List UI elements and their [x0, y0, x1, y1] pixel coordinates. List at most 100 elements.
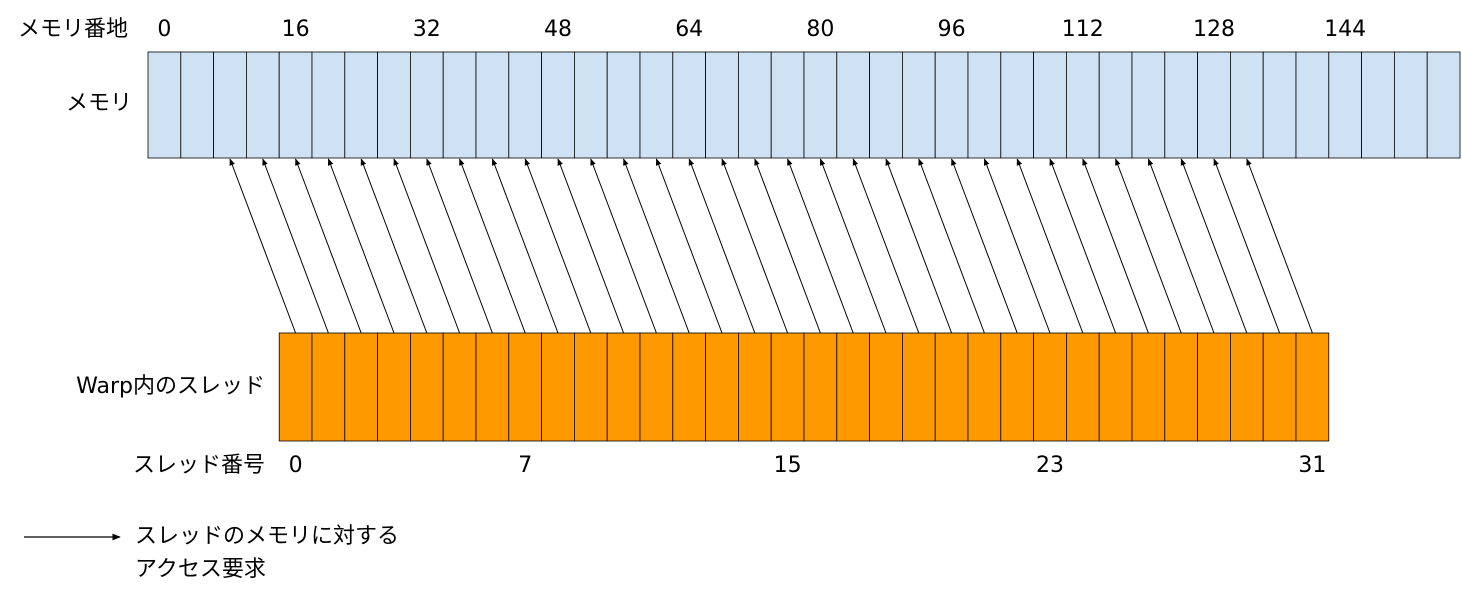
thread-cell: [409, 332, 444, 442]
access-arrow: [360, 158, 428, 334]
memory-address-header: メモリ番地: [18, 17, 128, 42]
memory-cell: [311, 51, 346, 159]
thread-cell: [1131, 332, 1166, 442]
access-arrow: [393, 158, 461, 334]
memory-cell: [475, 51, 510, 159]
access-arrow: [262, 158, 329, 334]
thread-cell: [836, 332, 870, 442]
access-arrow: [1213, 158, 1281, 334]
access-arrow: [983, 158, 1051, 334]
thread-cell: [1033, 332, 1067, 442]
thread-cell: [508, 332, 542, 442]
access-arrow: [1115, 158, 1182, 334]
memory-address: 144: [1324, 17, 1366, 42]
thread-cell: [1262, 332, 1297, 442]
memory-cell: [574, 51, 608, 159]
thread-cell: [738, 332, 772, 442]
memory-cell: [278, 51, 313, 159]
thread-cell: [1098, 332, 1133, 442]
thread-cell: [869, 332, 903, 442]
thread-cell: [1000, 332, 1034, 442]
memory-address: 0: [157, 17, 171, 42]
legend-line: スレッドのメモリに対する: [135, 524, 399, 549]
access-arrow: [229, 158, 297, 334]
memory-cell: [508, 51, 542, 159]
access-arrow: [1082, 158, 1149, 334]
memory-cell: [869, 51, 903, 159]
thread-number: 7: [518, 453, 532, 478]
memory-cell: [1164, 51, 1199, 159]
memory-address: 64: [675, 17, 703, 42]
access-arrow: [951, 158, 1018, 334]
memory-cell: [1361, 51, 1395, 159]
memory-cell: [803, 51, 838, 159]
access-arrow: [426, 158, 493, 334]
memory-cell: [1066, 51, 1100, 159]
memory-address: 96: [938, 17, 966, 42]
thread-number-header: スレッド番号: [133, 453, 265, 478]
thread-cell: [1066, 332, 1100, 442]
memory-cell: [639, 51, 674, 159]
memory-cell: [1262, 51, 1297, 159]
memory-cell: [1033, 51, 1067, 159]
thread-cell: [606, 332, 641, 442]
thread-number: 0: [289, 453, 303, 478]
memory-cell: [147, 51, 182, 159]
memory-address: 80: [806, 17, 834, 42]
thread-cell: [639, 332, 674, 442]
memory-cell: [770, 51, 805, 159]
legend-line: アクセス要求: [135, 557, 266, 582]
warp-label: Warp内のスレッド: [76, 374, 265, 399]
thread-cell: [967, 332, 1002, 442]
thread-cell: [442, 332, 477, 442]
access-arrow: [524, 158, 592, 334]
access-arrow: [1180, 158, 1248, 334]
access-arrow: [819, 158, 887, 334]
memory-cell: [1328, 51, 1363, 159]
arrows: [229, 158, 1313, 334]
access-arrow: [623, 158, 690, 334]
access-arrow: [590, 158, 657, 334]
memory-cell: [967, 51, 1002, 159]
memory-cell: [934, 51, 969, 159]
thread-cell: [672, 332, 706, 442]
thread-cell: [475, 332, 510, 442]
access-arrow: [295, 158, 362, 334]
thread-cell: [770, 332, 805, 442]
thread-cell: [1230, 332, 1264, 442]
memory-cell: [1000, 51, 1034, 159]
memory-cell: [836, 51, 870, 159]
thread-cell: [541, 332, 575, 442]
memory-cell: [245, 51, 280, 159]
memory-cell: [442, 51, 477, 159]
memory-cell: [672, 51, 706, 159]
thread-cell: [574, 332, 608, 442]
access-arrow: [1016, 158, 1084, 334]
thread-cell: [1164, 332, 1199, 442]
thread-cell: [705, 332, 739, 442]
access-arrow: [459, 158, 526, 334]
memory-address: 128: [1193, 17, 1235, 42]
thread-number: 15: [774, 453, 802, 478]
access-arrow: [852, 158, 920, 334]
thread-number: 23: [1036, 453, 1064, 478]
thread-cell: [1197, 332, 1231, 442]
memory-cell: [344, 51, 378, 159]
access-arrow: [1147, 158, 1215, 334]
thread-cell: [344, 332, 378, 442]
thread-cell: [803, 332, 838, 442]
thread-cell: [934, 332, 969, 442]
access-arrow: [491, 158, 559, 334]
access-arrow: [721, 158, 789, 334]
memory-address: 32: [413, 17, 441, 42]
memory-cell: [541, 51, 575, 159]
memory-cell: [1197, 51, 1231, 159]
memory-cell: [705, 51, 739, 159]
memory-cell: [1295, 51, 1330, 159]
thread-cell: [1295, 332, 1330, 442]
memory-cell: [902, 51, 936, 159]
thread-cell: [278, 332, 313, 442]
access-arrow: [885, 158, 953, 334]
